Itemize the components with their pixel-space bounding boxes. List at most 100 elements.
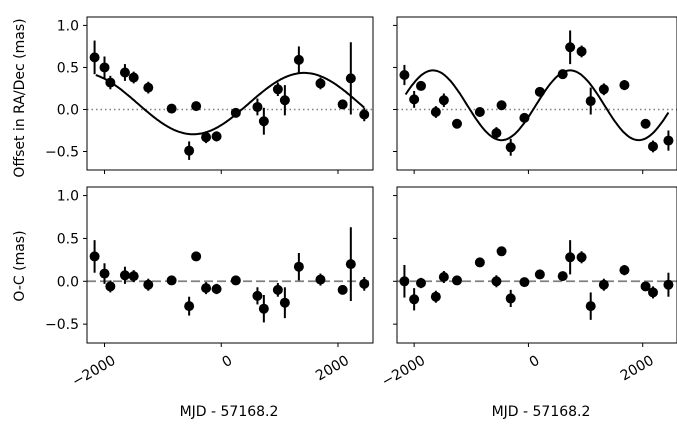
marker xyxy=(519,112,530,123)
marker xyxy=(166,275,177,286)
data-point xyxy=(491,275,502,288)
y-tick-label: −0.5 xyxy=(45,145,79,161)
marker xyxy=(345,73,356,84)
data-point xyxy=(252,287,263,305)
marker xyxy=(585,301,596,312)
data-point xyxy=(315,273,326,286)
marker xyxy=(89,52,100,63)
data-point xyxy=(496,100,507,111)
marker xyxy=(258,303,269,314)
y-tick-label: 0.5 xyxy=(57,60,79,76)
marker xyxy=(211,131,222,142)
data-point xyxy=(119,266,130,284)
ylabel-top: Offset in RA/Dec (mas) xyxy=(12,18,28,177)
marker xyxy=(279,95,290,106)
marker xyxy=(230,275,241,286)
marker xyxy=(337,284,348,295)
marker xyxy=(184,301,195,312)
marker xyxy=(201,132,212,143)
marker xyxy=(166,103,177,114)
data-point xyxy=(416,277,426,289)
data-point xyxy=(345,42,356,115)
marker xyxy=(576,46,587,57)
xlabel-left: MJD - 57168.2 xyxy=(180,404,279,420)
marker xyxy=(201,283,212,294)
marker xyxy=(640,118,651,129)
marker xyxy=(184,145,195,156)
marker xyxy=(258,116,269,127)
marker xyxy=(452,275,462,286)
data-point xyxy=(534,269,545,280)
data-point xyxy=(576,45,587,58)
data-point xyxy=(430,290,441,303)
marker xyxy=(452,118,462,129)
data-point xyxy=(430,106,441,118)
marker xyxy=(337,99,348,110)
data-point xyxy=(557,69,568,80)
y-tick-label: −0.5 xyxy=(45,317,79,333)
data-point xyxy=(663,272,674,297)
data-point xyxy=(272,82,283,97)
data-point xyxy=(315,77,326,90)
marker xyxy=(619,80,630,91)
panel-bottom-left: −2000 0 2000 −0.5 0.0 0.5 1.0 xyxy=(45,186,374,391)
data-point xyxy=(279,287,290,319)
xlabel-right: MJD - 57168.2 xyxy=(492,404,591,420)
marker xyxy=(519,277,530,288)
marker xyxy=(557,69,568,80)
marker xyxy=(474,106,485,117)
marker xyxy=(505,142,516,153)
data-point xyxy=(211,131,222,142)
marker xyxy=(576,252,587,263)
marker xyxy=(505,293,516,304)
marker xyxy=(430,291,441,302)
data-point xyxy=(201,282,212,295)
data-point xyxy=(557,271,568,282)
marker xyxy=(211,284,222,294)
marker xyxy=(191,101,202,112)
marker xyxy=(438,95,449,106)
data-point xyxy=(438,93,449,107)
marker xyxy=(474,257,485,268)
data-point xyxy=(585,87,596,115)
panel-top-left: −0.5 0.0 0.5 1.0 xyxy=(45,16,374,174)
marker xyxy=(293,261,304,272)
marker xyxy=(359,109,370,120)
axes-frame xyxy=(86,186,374,344)
data-point xyxy=(399,64,410,86)
marker xyxy=(105,77,116,88)
data-point xyxy=(230,107,241,118)
marker xyxy=(496,246,507,257)
x-tick-label: 2000 xyxy=(618,353,657,385)
marker xyxy=(315,274,326,285)
data-point xyxy=(99,263,110,284)
data-point xyxy=(105,75,116,90)
y-tick-label: 1.0 xyxy=(57,189,79,205)
data-point xyxy=(491,127,502,139)
data-point xyxy=(452,118,462,129)
x-tick-label: 0 xyxy=(220,353,236,371)
data-point xyxy=(619,80,630,91)
data-point xyxy=(293,46,304,74)
data-point xyxy=(143,278,154,291)
marker xyxy=(585,96,596,107)
data-point xyxy=(293,253,304,281)
marker xyxy=(534,269,545,280)
data-point xyxy=(337,99,348,110)
data-point xyxy=(409,288,420,311)
data-point xyxy=(272,283,283,297)
marker xyxy=(648,141,658,152)
marker xyxy=(496,100,507,111)
x-tick-label: −2000 xyxy=(69,353,118,391)
marker xyxy=(252,290,263,301)
data-point xyxy=(598,278,609,291)
marker xyxy=(359,278,370,289)
data-point xyxy=(648,140,658,153)
data-point xyxy=(452,275,462,286)
data-point xyxy=(496,246,507,257)
x-tick-label: 2000 xyxy=(313,353,352,385)
data-point xyxy=(191,101,202,112)
data-point xyxy=(258,107,269,135)
data-point xyxy=(99,56,110,79)
data-point xyxy=(201,131,212,144)
